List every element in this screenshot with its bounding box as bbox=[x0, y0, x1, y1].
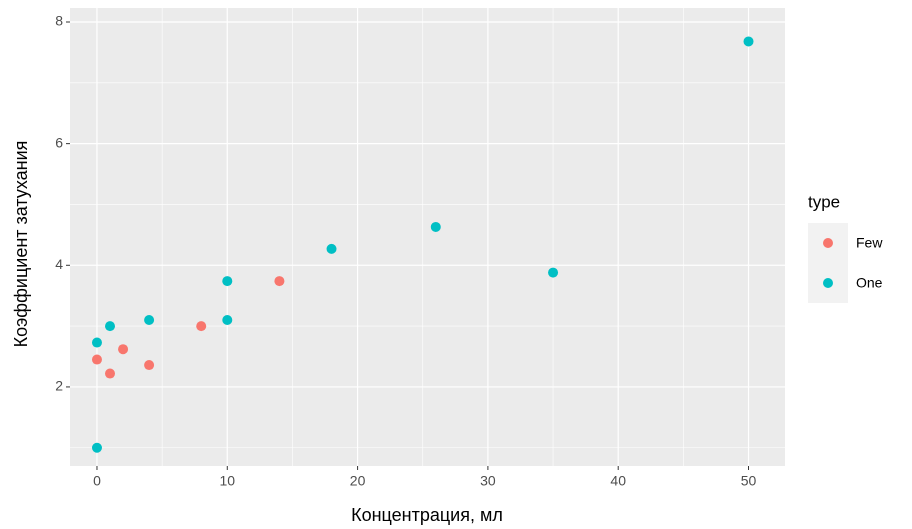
x-tick-label: 50 bbox=[741, 473, 757, 489]
point bbox=[222, 315, 233, 326]
legend-marker bbox=[823, 238, 833, 248]
legend-label: One bbox=[856, 275, 883, 291]
legend-label: Few bbox=[856, 235, 883, 251]
point bbox=[144, 315, 155, 326]
y-axis-title: Коэффициент затухания bbox=[11, 141, 31, 348]
point bbox=[743, 36, 754, 47]
x-axis-title: Концентрация, мл bbox=[351, 505, 503, 525]
x-tick-label: 20 bbox=[350, 473, 366, 489]
point bbox=[222, 276, 233, 287]
y-tick-label: 2 bbox=[55, 378, 63, 394]
y-tick-label: 4 bbox=[55, 256, 63, 272]
point bbox=[105, 321, 116, 332]
point bbox=[105, 368, 116, 379]
x-tick-label: 30 bbox=[480, 473, 496, 489]
point bbox=[144, 360, 155, 371]
point bbox=[91, 442, 102, 453]
point bbox=[91, 354, 102, 365]
point bbox=[118, 344, 129, 355]
x-tick-label: 10 bbox=[219, 473, 235, 489]
point bbox=[430, 221, 441, 232]
point bbox=[196, 321, 207, 332]
point bbox=[326, 243, 337, 254]
point bbox=[548, 267, 559, 278]
x-tick-label: 0 bbox=[93, 473, 101, 489]
y-tick-label: 8 bbox=[55, 13, 63, 29]
legend-marker bbox=[823, 278, 833, 288]
x-tick-label: 40 bbox=[610, 473, 626, 489]
point bbox=[91, 337, 102, 348]
legend-title: type bbox=[808, 192, 840, 211]
point bbox=[274, 276, 285, 287]
panel bbox=[70, 8, 785, 466]
y-tick-label: 6 bbox=[55, 134, 63, 150]
